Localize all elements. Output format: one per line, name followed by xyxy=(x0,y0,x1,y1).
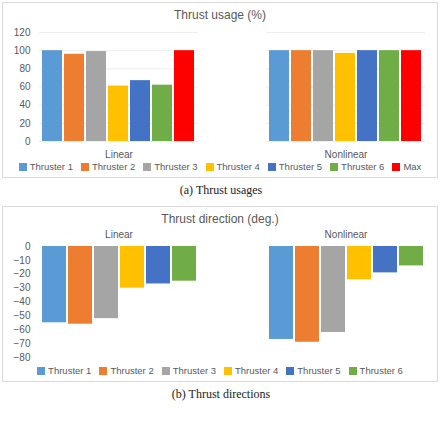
svg-text:Nonlinear: Nonlinear xyxy=(325,229,368,240)
html-text:Thruster 2: Thruster 2 xyxy=(110,365,154,376)
svg-text:80: 80 xyxy=(19,63,31,74)
html-text:Thruster 6: Thruster 6 xyxy=(341,161,385,172)
svg-text:−50: −50 xyxy=(14,310,31,321)
svg-text:−80: −80 xyxy=(14,352,31,363)
html-text:Thruster 2: Thruster 2 xyxy=(91,161,136,172)
html-text:Thruster 4: Thruster 4 xyxy=(235,365,279,376)
html-text:Thruster 3: Thruster 3 xyxy=(172,365,216,376)
svg-text:Linear: Linear xyxy=(105,229,133,240)
svg-text:−10: −10 xyxy=(14,255,31,266)
html-text:Thruster 3: Thruster 3 xyxy=(154,161,198,172)
html-text:Thruster 1: Thruster 1 xyxy=(48,365,92,376)
svg-text:60: 60 xyxy=(19,81,31,92)
html-text:Thrust usage (%): Thrust usage (%) xyxy=(174,8,266,22)
html-text:Thruster 4: Thruster 4 xyxy=(216,161,260,172)
svg-text:−20: −20 xyxy=(14,268,31,279)
html-text:Thruster 5: Thruster 5 xyxy=(297,365,341,376)
html-text:Thruster 6: Thruster 6 xyxy=(359,365,403,376)
svg-text:0: 0 xyxy=(25,136,31,147)
svg-text:20: 20 xyxy=(19,118,31,129)
svg-text:−30: −30 xyxy=(14,282,31,293)
html-text:Max: Max xyxy=(403,161,422,172)
svg-text:−70: −70 xyxy=(14,338,31,349)
svg-text:−40: −40 xyxy=(14,296,31,307)
html-text:Thrust direction (deg.): Thrust direction (deg.) xyxy=(161,212,279,226)
svg-text:Linear: Linear xyxy=(105,149,133,159)
html-text:Thruster 1: Thruster 1 xyxy=(29,161,73,172)
html-text:(b) Thrust directions: (b) Thrust directions xyxy=(171,387,271,401)
svg-text:100: 100 xyxy=(14,45,31,56)
html-text:(a) Thrust usages: (a) Thrust usages xyxy=(179,183,263,197)
html-text:Thruster 5: Thruster 5 xyxy=(278,161,323,172)
svg-text:0: 0 xyxy=(25,241,31,252)
svg-text:120: 120 xyxy=(14,27,31,38)
svg-text:Nonlinear: Nonlinear xyxy=(325,149,368,159)
svg-text:−60: −60 xyxy=(14,324,31,335)
svg-text:40: 40 xyxy=(19,99,31,110)
